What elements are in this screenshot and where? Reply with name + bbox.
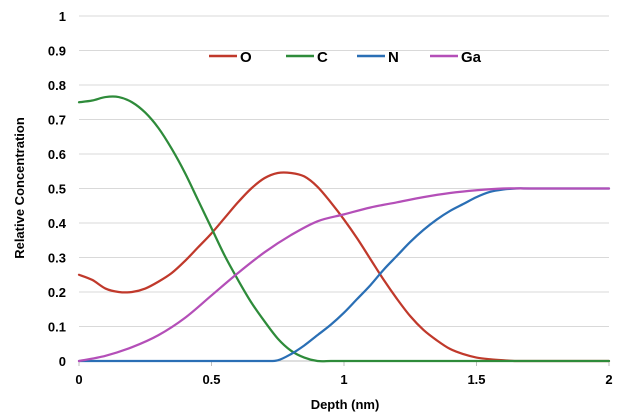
y-tick-label: 0.1 <box>48 320 66 335</box>
y-tick-label: 0.9 <box>48 44 66 59</box>
x-tick-label: 0.5 <box>202 372 220 387</box>
legend-label-c: C <box>317 49 328 66</box>
axes: 0 0.1 0.2 0.3 0.4 0.5 0.6 0.7 0.8 0.9 1 0 0.5 1 1.5 2 <box>48 9 613 387</box>
y-tick-label: 0.6 <box>48 147 66 162</box>
series-line-c <box>77 95 611 363</box>
x-tick-label: 1.5 <box>467 372 485 387</box>
legend-label-o: O <box>240 49 252 66</box>
y-tick-label: 0.2 <box>48 285 66 300</box>
y-tick-label: 1 <box>59 9 66 24</box>
y-tick-label: 0.5 <box>48 182 66 197</box>
y-tick-label: 0.4 <box>48 216 67 231</box>
y-tick-label: 0 <box>59 354 66 369</box>
gridlines <box>79 15 609 327</box>
y-axis-label: Relative Concentration <box>12 117 27 259</box>
series-line-ga <box>77 187 611 363</box>
legend: O C N Ga <box>209 49 482 66</box>
y-tick-label: 0.3 <box>48 251 66 266</box>
series-lines <box>77 95 611 363</box>
x-tick-label: 2 <box>605 372 612 387</box>
y-tick-label: 0.7 <box>48 113 66 128</box>
y-tick-label: 0.8 <box>48 78 66 93</box>
x-tick-label: 1 <box>340 372 347 387</box>
legend-label-n: N <box>388 49 399 66</box>
x-tick-label: 0 <box>75 372 82 387</box>
x-axis-label: Depth (nm) <box>311 397 380 412</box>
legend-label-ga: Ga <box>461 49 482 66</box>
series-line-o <box>77 171 611 363</box>
